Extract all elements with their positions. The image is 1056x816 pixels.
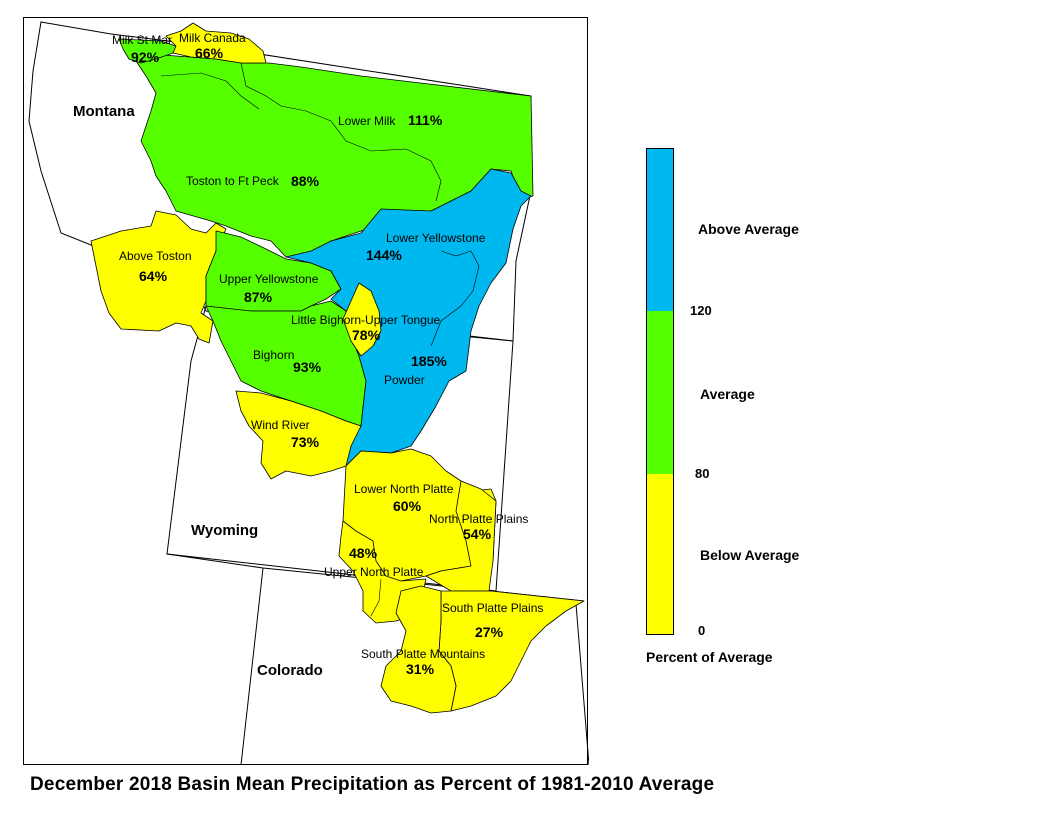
state-label-montana: Montana bbox=[73, 103, 135, 120]
basin-name-lower-milk: Lower Milk bbox=[338, 114, 396, 128]
basin-pct-little-bighorn: 78% bbox=[352, 327, 381, 343]
basin-pct-lower-north-platte: 60% bbox=[393, 498, 422, 514]
basins bbox=[90, 22, 585, 714]
basin-name-south-platte-mountains: South Platte Mountains bbox=[361, 647, 485, 661]
basin-name-bighorn: Bighorn bbox=[253, 348, 294, 362]
legend-color-bar bbox=[646, 148, 674, 635]
basin-pct-north-platte-plains: 54% bbox=[463, 526, 492, 542]
basin-name-south-platte-plains: South Platte Plains bbox=[442, 601, 543, 615]
basin-milk-canada-shape[interactable] bbox=[165, 22, 267, 64]
basin-name-upper-north-platte: Upper North Platte bbox=[324, 565, 424, 579]
basin-name-lower-yellowstone: Lower Yellowstone bbox=[386, 231, 486, 245]
basin-little-bighorn-shape[interactable] bbox=[342, 282, 382, 357]
legend-swatch-average bbox=[647, 311, 673, 474]
map-caption: December 2018 Basin Mean Precipitation a… bbox=[30, 774, 715, 795]
map-frame: Montana Wyoming Colorado Milk St Mar 92%… bbox=[23, 17, 589, 766]
legend-tick-120: 120 bbox=[690, 303, 712, 318]
basin-labels: Milk St Mar 92% Milk Canada 66% Lower Mi… bbox=[112, 31, 543, 677]
basin-name-toston-ft-peck: Toston to Ft Peck bbox=[186, 174, 280, 188]
basin-name-milk-canada: Milk Canada bbox=[179, 31, 246, 45]
basin-wind-river-shape[interactable] bbox=[235, 390, 362, 480]
legend-tick-0: 0 bbox=[698, 623, 706, 638]
state-label-wyoming: Wyoming bbox=[191, 522, 258, 539]
state-labels: Montana Wyoming Colorado bbox=[73, 103, 323, 679]
basin-subdivision-lines bbox=[160, 62, 480, 617]
basin-pct-powder: 185% bbox=[411, 353, 447, 369]
basin-name-little-bighorn: Little Bighorn-Upper Tongue bbox=[291, 313, 441, 327]
colorado-east-border bbox=[575, 603, 589, 766]
basin-pct-toston-ft-peck: 88% bbox=[291, 173, 320, 189]
basin-pct-upper-yellowstone: 87% bbox=[244, 289, 273, 305]
basin-pct-milk-st-mary: 92% bbox=[131, 49, 160, 65]
basin-name-north-platte-plains: North Platte Plains bbox=[429, 512, 528, 526]
basin-pct-above-toston: 64% bbox=[139, 268, 168, 284]
basin-name-milk-st-mary: Milk St Mar bbox=[112, 33, 172, 47]
basin-milk-st-mary-shape[interactable] bbox=[118, 38, 177, 64]
basin-pct-milk-canada: 66% bbox=[195, 45, 224, 61]
basin-pct-south-platte-mountains: 31% bbox=[406, 661, 435, 677]
legend-label-above-average: Above Average bbox=[698, 221, 799, 237]
basin-map: Montana Wyoming Colorado Milk St Mar 92%… bbox=[28, 21, 589, 766]
basin-name-lower-north-platte: Lower North Platte bbox=[354, 482, 454, 496]
basin-pct-lower-milk: 111% bbox=[408, 112, 443, 128]
basin-name-above-toston: Above Toston bbox=[119, 249, 192, 263]
basin-north-platte-plains-shape[interactable] bbox=[425, 480, 497, 592]
basin-upper-yellowstone-shape[interactable] bbox=[205, 230, 342, 312]
state-label-colorado: Colorado bbox=[257, 662, 323, 679]
legend-tick-80: 80 bbox=[695, 466, 710, 481]
basin-above-toston-shape[interactable] bbox=[90, 210, 227, 344]
legend-title: Percent of Average bbox=[646, 649, 773, 665]
legend-swatch-above-average bbox=[647, 149, 673, 311]
basin-pct-bighorn: 93% bbox=[293, 359, 322, 375]
basin-pct-wind-river: 73% bbox=[291, 434, 320, 450]
basin-pct-upper-north-platte: 48% bbox=[349, 545, 378, 561]
legend-swatch-below-average bbox=[647, 474, 673, 634]
basin-pct-lower-yellowstone: 144% bbox=[366, 247, 402, 263]
basin-name-wind-river: Wind River bbox=[251, 418, 310, 432]
legend-label-average: Average bbox=[700, 386, 755, 402]
basin-pct-south-platte-plains: 27% bbox=[475, 624, 504, 640]
basin-name-powder: Powder bbox=[384, 373, 425, 387]
colorado-outline bbox=[240, 567, 264, 766]
basin-name-upper-yellowstone: Upper Yellowstone bbox=[219, 272, 319, 286]
legend-label-below-average: Below Average bbox=[700, 547, 800, 563]
basin-south-platte-mountains-shape[interactable] bbox=[380, 585, 457, 714]
